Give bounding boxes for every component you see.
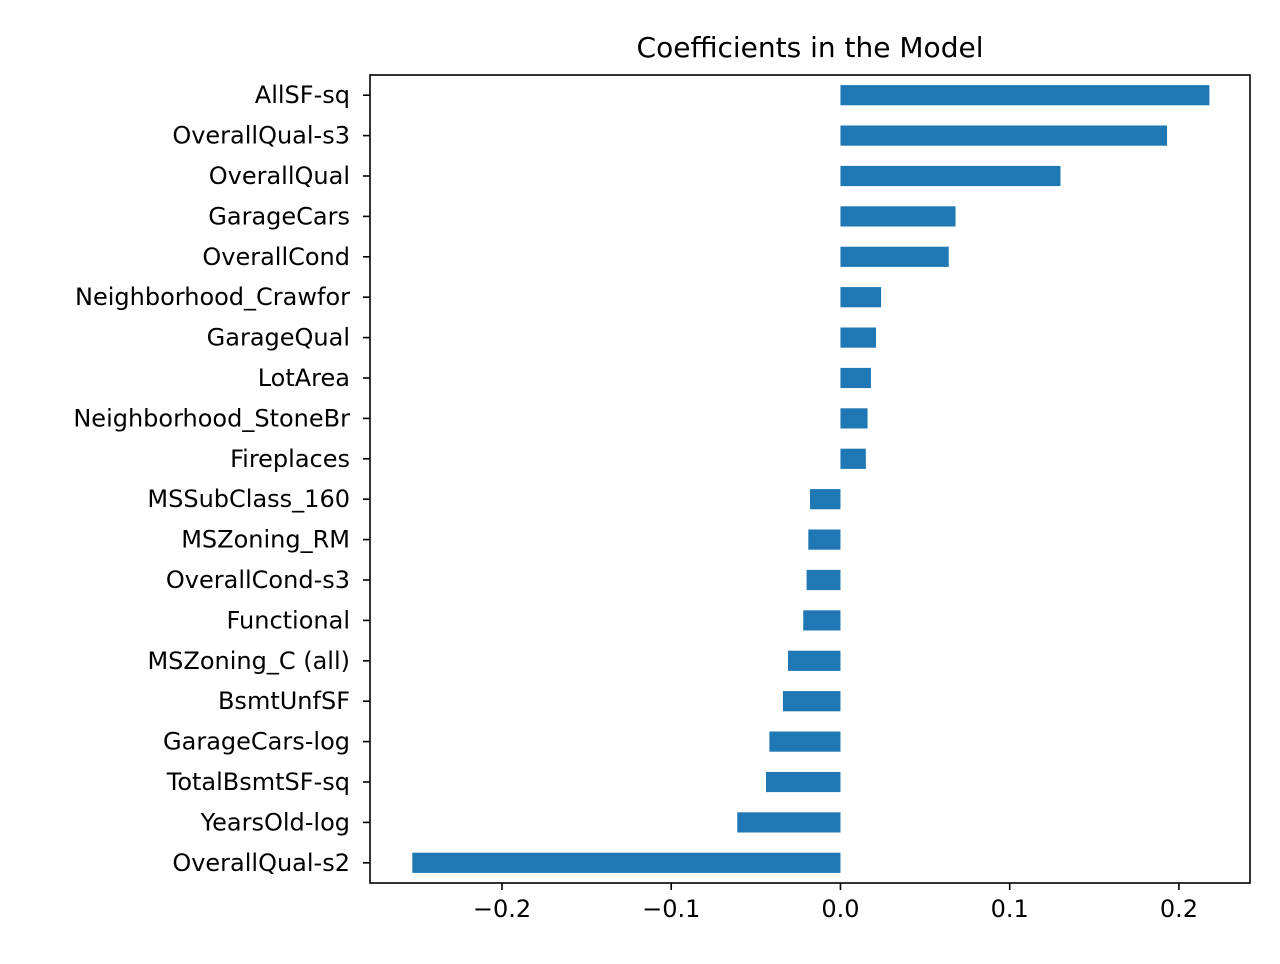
x-tick-label: −0.2 [473,895,531,923]
plot-frame [369,74,1251,884]
y-tick-label: AllSF-sq [255,81,350,109]
x-axis-ticks: −0.2 −0.1 0.0 0.1 0.2 [473,883,1198,923]
bar-GarageCars-log [769,731,841,752]
y-tick-label: OverallQual [209,162,350,190]
bar-OverallQual-s2 [412,852,841,873]
bar-OverallQual-s3 [840,125,1168,146]
y-tick-label: OverallQual-s3 [172,122,350,150]
bar-MSZoning_RM [808,529,841,550]
x-tick-label: 0.0 [821,895,859,923]
x-tick-label: 0.2 [1160,895,1198,923]
bar-OverallCond-s3 [806,569,841,591]
bar-GarageCars [840,206,956,227]
y-tick-label: MSSubClass_160 [147,485,350,513]
bar-AllSF-sq [840,85,1210,106]
bar-LotArea [840,367,871,389]
y-tick-label: OverallCond [202,243,350,271]
x-tick-label: −0.1 [642,895,700,923]
y-tick-label: OverallCond-s3 [166,566,350,594]
bar-MSZoning_C (all) [788,650,841,671]
chart-title: Coefficients in the Model [637,31,984,64]
bar-OverallCond [840,246,949,267]
y-tick-label: MSZoning_C (all) [147,647,350,675]
y-tick-label: BsmtUnfSF [218,687,350,715]
bar-Functional [803,610,841,631]
bar-Neighborhood_Crawfor [840,287,882,308]
y-tick-label: YearsOld-log [200,808,350,836]
y-tick-label: Fireplaces [230,445,350,473]
y-axis-ticks: AllSF-sq OverallQual-s3 OverallQual GarageC… [73,81,370,877]
bar-BsmtUnfSF [782,691,841,712]
y-tick-label: MSZoning_RM [181,526,350,554]
bar-MSSubClass_160 [810,489,841,510]
y-tick-label: GarageCars-log [163,728,350,756]
bar-Fireplaces [840,448,866,469]
y-tick-label: OverallQual-s2 [172,849,350,877]
bar-TotalBsmtSF-sq [766,771,841,793]
y-tick-label: GarageQual [207,324,350,352]
x-tick-label: 0.1 [991,895,1029,923]
y-tick-label: GarageCars [208,202,350,230]
y-tick-label: TotalBsmtSF-sq [166,768,350,796]
y-tick-label: Neighborhood_Crawfor [75,283,350,311]
bar-GarageQual [840,327,876,348]
bar-OverallQual [840,165,1061,187]
y-tick-label: LotArea [258,364,350,392]
bar-Neighborhood_StoneBr [840,408,868,429]
y-tick-label: Functional [227,606,350,634]
y-tick-label: Neighborhood_StoneBr [73,404,350,432]
bar-YearsOld-log [737,812,841,833]
bars-group [412,85,1210,873]
